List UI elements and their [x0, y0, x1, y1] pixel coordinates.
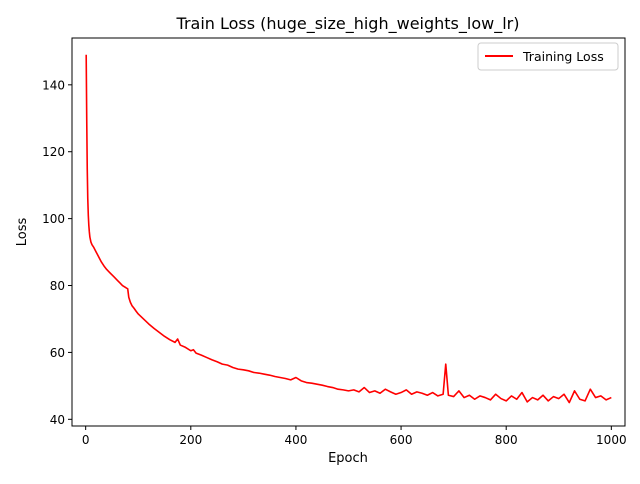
y-tick-label: 60	[50, 346, 65, 360]
x-tick-label: 400	[284, 433, 307, 447]
legend-label: Training Loss	[522, 49, 604, 64]
chart-title: Train Loss (huge_size_high_weights_low_l…	[176, 14, 520, 34]
y-tick-label: 120	[42, 145, 65, 159]
x-tick-label: 1000	[596, 433, 627, 447]
legend: Training Loss	[477, 42, 619, 71]
y-tick-label: 140	[42, 78, 65, 92]
y-axis-label: Loss	[15, 218, 30, 247]
y-tick-label: 40	[50, 413, 65, 427]
x-tick-label: 0	[82, 433, 90, 447]
x-axis-label: Epoch	[328, 451, 368, 466]
y-tick-label: 80	[50, 279, 65, 293]
ticks-layer: 0 200 400 600 800 1000 40 60 80 100 120 140	[42, 78, 627, 447]
series-layer	[85, 54, 612, 404]
x-tick-label: 600	[390, 433, 413, 447]
plot-area	[71, 37, 626, 427]
x-tick-label: 200	[179, 433, 202, 447]
series-line-training-loss	[85, 54, 612, 404]
x-tick-label: 800	[495, 433, 518, 447]
legend-box	[477, 42, 619, 71]
y-tick-label: 100	[42, 212, 65, 226]
